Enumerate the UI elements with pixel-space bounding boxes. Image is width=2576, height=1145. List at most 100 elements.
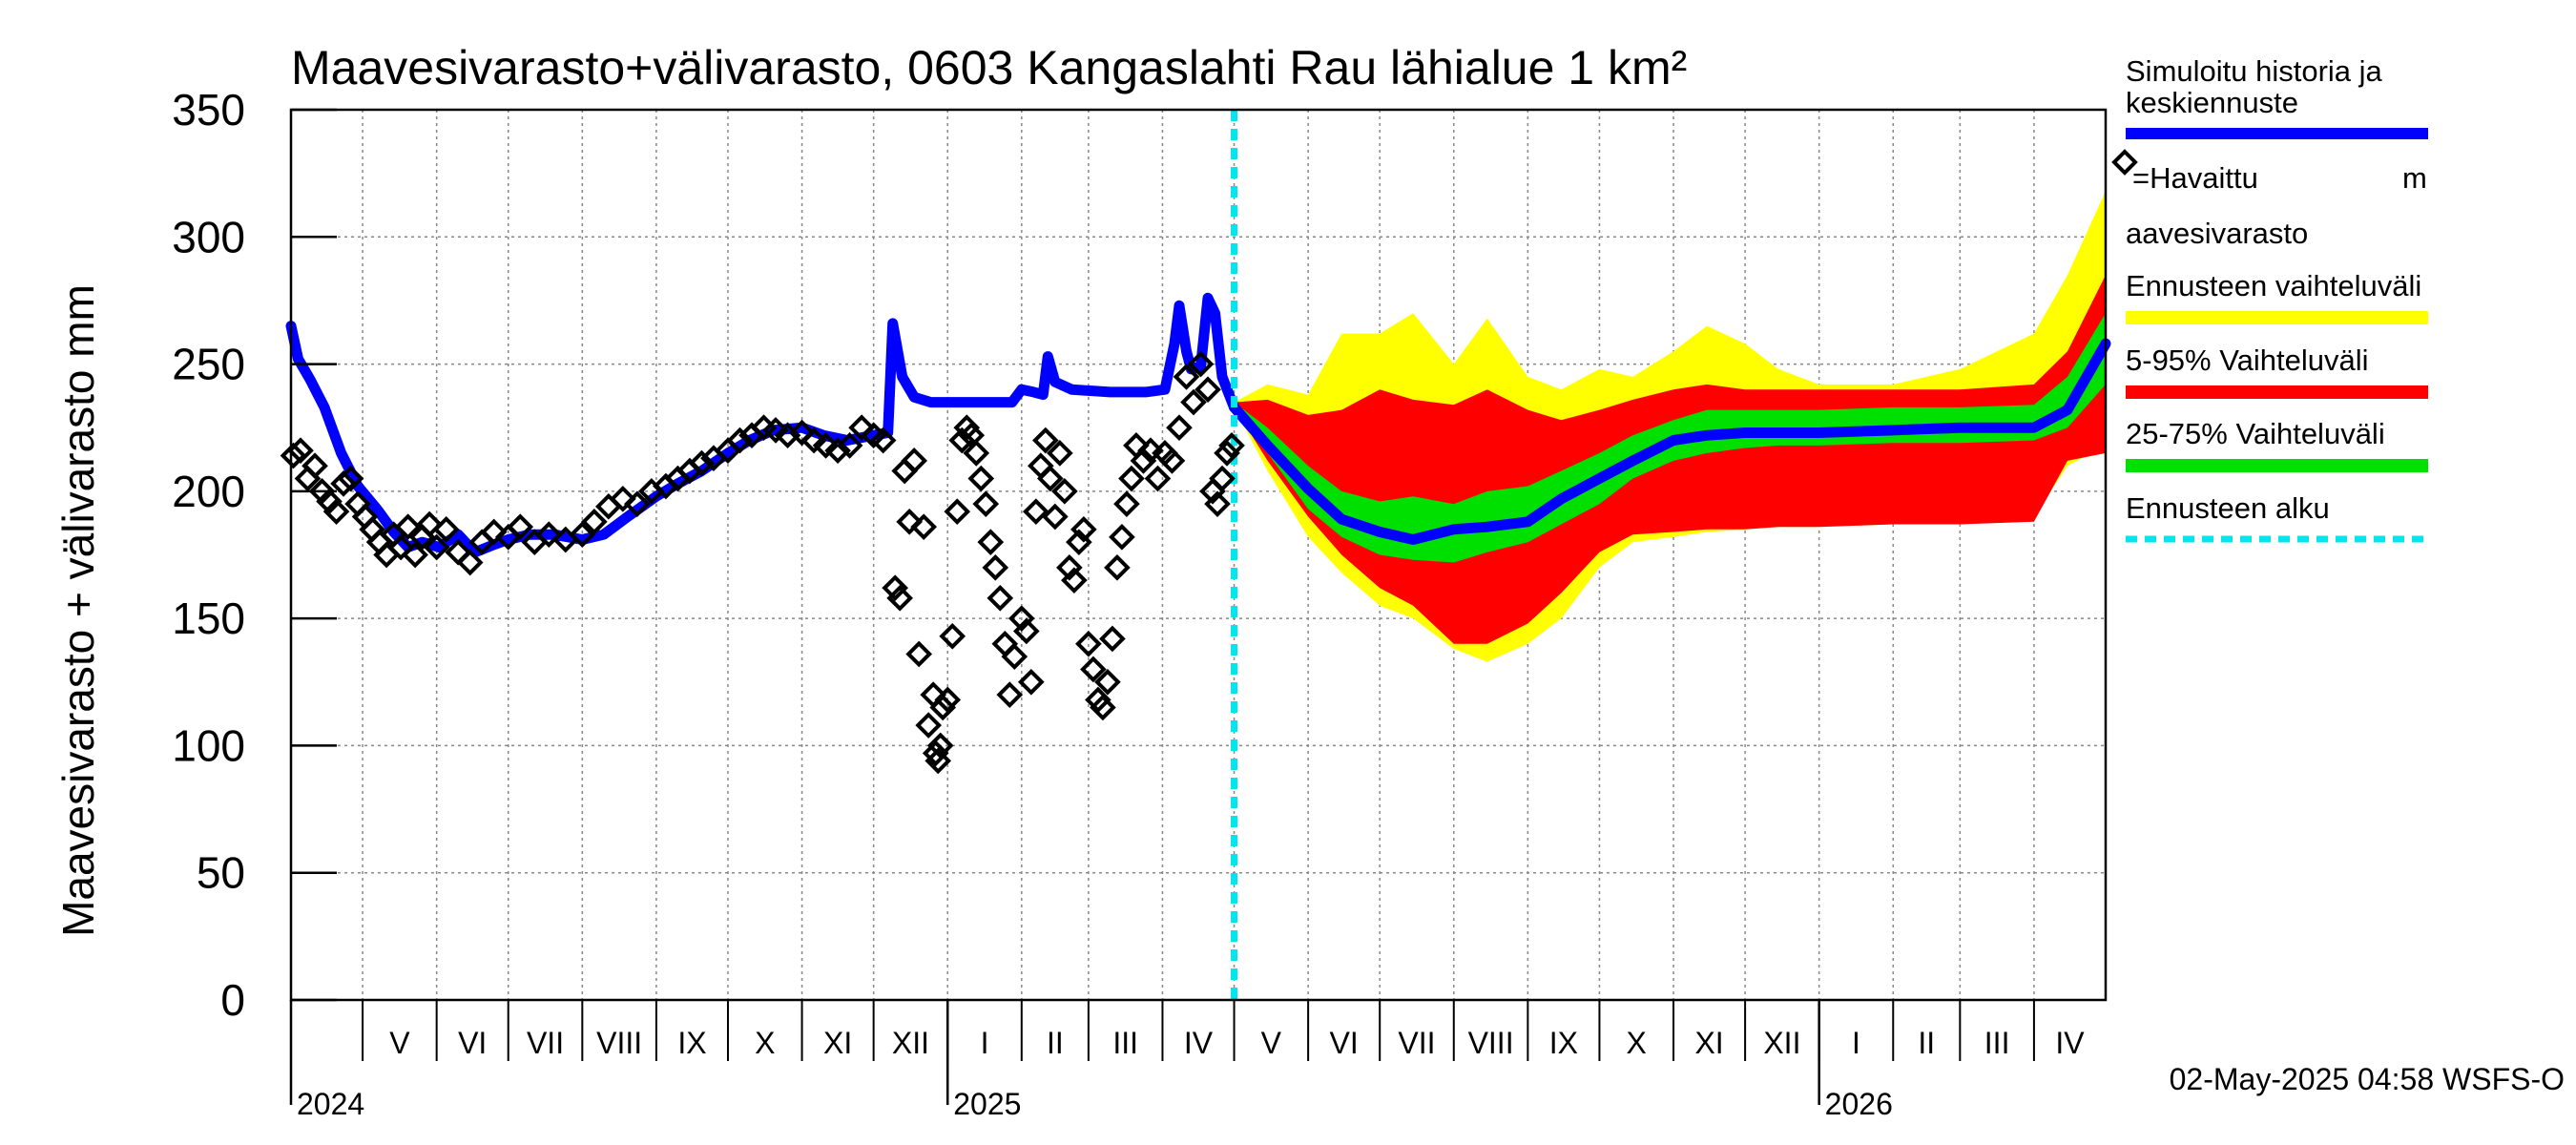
x-month-label: XI [823,1026,852,1060]
observed-point [569,521,596,549]
legend-swatch-observed [2111,149,2138,176]
y-tick-label: 350 [172,85,245,135]
legend-label: Ennusteen vaihteluväli [2126,269,2421,302]
observed-point [910,513,938,541]
y-tick-label: 200 [172,467,245,516]
y-axis-label: Maavesivarasto + välivarasto mm [53,284,103,937]
observed-point [886,584,913,612]
observed-point [1085,686,1111,714]
x-month-label: I [981,1026,989,1060]
footer-timestamp: 02-May-2025 04:58 WSFS-O [2170,1062,2565,1096]
observed-point [726,427,754,454]
observed-point [1012,617,1040,645]
observed-point [1070,516,1097,543]
x-month-label: VII [527,1026,564,1060]
observed-point [1042,503,1069,531]
x-month-label: IV [1184,1026,1214,1060]
observed-point [1218,432,1245,459]
x-month-label: XI [1694,1026,1723,1060]
observed-point [1099,625,1126,653]
observed-point [987,584,1014,612]
observed-point [1166,414,1193,442]
observed-point [1187,350,1215,378]
observed-point [967,465,995,492]
observed-point [423,533,450,561]
legend-label: =Havaittu [2132,161,2258,195]
series-line [1229,338,2111,545]
observed-point [507,513,534,541]
observed-point [905,640,933,668]
observed-point [934,686,962,714]
observed-point [1032,427,1059,454]
observed-markers [280,350,1245,775]
observed-point [432,516,460,543]
observed-point [848,414,875,442]
chart-title: Maavesivarasto+välivarasto, 0603 Kangasl… [291,41,1687,94]
observed-point [1214,440,1240,467]
x-year-label: 2026 [1825,1087,1893,1121]
x-month-label: VIII [1468,1026,1514,1060]
legend-label: 25-75% Vaihteluväli [2126,417,2385,450]
observed-point [915,712,943,739]
x-month-label: VI [458,1026,487,1060]
y-tick-label: 100 [172,720,245,770]
x-month-label: V [1261,1026,1282,1060]
x-year-label: 2024 [297,1087,364,1121]
observed-point [1008,605,1035,632]
observed-point [996,681,1024,708]
observed-point [762,417,789,444]
observed-point [301,452,328,480]
legend-label: keskiennuste [2126,86,2298,119]
observed-point [1061,567,1088,593]
observed-point [1209,465,1236,492]
observed-point [1113,490,1140,518]
observed-point [308,478,336,505]
x-month-label: XII [1763,1026,1800,1060]
observed-point [977,529,1005,555]
observed-point [869,427,897,454]
observed-point [402,541,428,569]
observed-point [882,574,908,601]
observed-point [610,486,636,512]
x-year-label: 2025 [953,1087,1021,1121]
x-month-label: I [1852,1026,1860,1060]
observed-point [1195,376,1221,404]
x-month-label: II [1047,1026,1064,1060]
observed-point [688,449,716,477]
x-month-label: V [389,1026,410,1060]
observed-point [1158,448,1186,474]
observed-point [972,490,1000,518]
observed-point [926,732,954,760]
observed-point [394,513,422,541]
x-month-label: XII [892,1026,929,1060]
observed-point [953,414,981,442]
observed-point [1144,465,1172,492]
legend-label: 5-95% Vaihteluväli [2126,344,2368,377]
observed-point [322,498,350,526]
y-tick-label: 150 [172,593,245,643]
observed-point [480,518,508,546]
observed-point [1130,448,1157,474]
observed-point [1022,498,1049,526]
x-month-label: IX [677,1026,706,1060]
observed-point [416,510,443,538]
legend-label: aavesivarasto [2126,217,2308,250]
observed-point [456,549,484,576]
observed-point [939,622,966,650]
observed-point [901,448,928,474]
plot-frame [289,108,2108,1002]
observed-point [1017,668,1045,696]
x-month-label: III [1112,1026,1138,1060]
observed-point [1173,364,1200,390]
observed-point [963,440,990,467]
legend-label: Simuloitu historia ja [2126,54,2383,88]
observed-point [1180,388,1207,416]
legend-label: m [2402,161,2427,195]
observed-point [337,465,364,492]
observed-point [581,509,608,535]
x-month-label: X [755,1026,775,1060]
observed-point [836,432,863,459]
observed-point [1056,554,1083,581]
observed-point [929,694,957,721]
